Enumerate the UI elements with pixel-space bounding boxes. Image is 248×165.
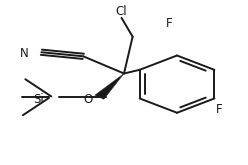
Polygon shape: [95, 73, 124, 99]
Text: Si: Si: [33, 93, 44, 106]
Text: Cl: Cl: [115, 5, 127, 18]
Text: O: O: [84, 93, 93, 106]
Text: F: F: [166, 17, 173, 30]
Text: F: F: [216, 103, 222, 116]
Text: N: N: [20, 47, 29, 60]
